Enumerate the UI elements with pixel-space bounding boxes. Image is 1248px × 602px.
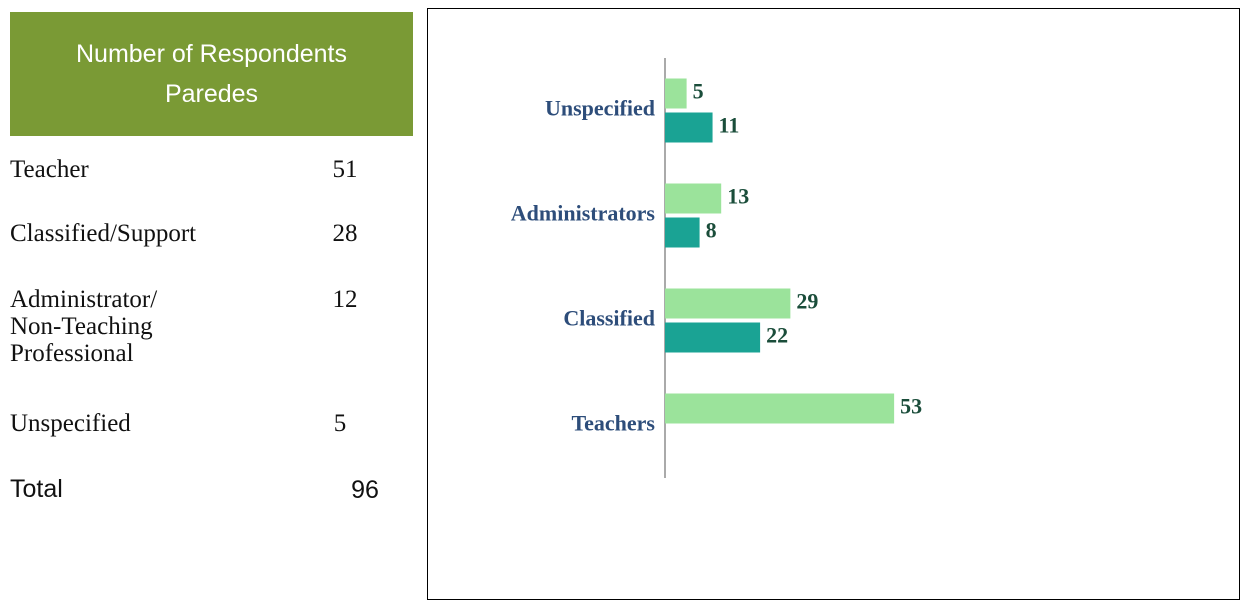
bar	[665, 113, 713, 143]
row-value: 5	[315, 410, 365, 438]
data-label: 11	[719, 113, 740, 138]
category-label: Classified	[563, 306, 655, 331]
row-value: 28	[320, 220, 370, 248]
chart: Unspecified 5 11 Administrators 13 8 Classifie…	[427, 8, 1240, 600]
row-label: Administrator/ Non-Teaching Professional	[10, 286, 180, 367]
total-label: Total	[10, 476, 210, 503]
row-value: 12	[320, 286, 370, 314]
data-label: 8	[706, 218, 717, 243]
bar	[665, 394, 894, 424]
bar	[665, 184, 721, 214]
table-header: Number of Respondents Paredes	[10, 12, 413, 136]
row-label: Unspecified	[10, 410, 210, 437]
row-value: 51	[320, 156, 370, 184]
data-label: 5	[693, 79, 704, 104]
category-label: Administrators	[511, 201, 656, 226]
bar	[665, 323, 760, 353]
page: Number of Respondents Paredes Teacher 51…	[0, 0, 1248, 602]
category-label: Unspecified	[545, 96, 655, 121]
data-label: 29	[796, 289, 818, 314]
data-label: 22	[766, 323, 788, 348]
data-label: 13	[727, 184, 749, 209]
row-label: Classified/Support	[10, 220, 250, 247]
category-label: Teachers	[571, 411, 655, 436]
data-label: 53	[900, 394, 922, 419]
bar	[665, 289, 790, 319]
row-label: Teacher	[10, 156, 210, 183]
total-value: 96	[340, 476, 390, 505]
bar	[665, 79, 687, 109]
bar	[665, 218, 700, 248]
